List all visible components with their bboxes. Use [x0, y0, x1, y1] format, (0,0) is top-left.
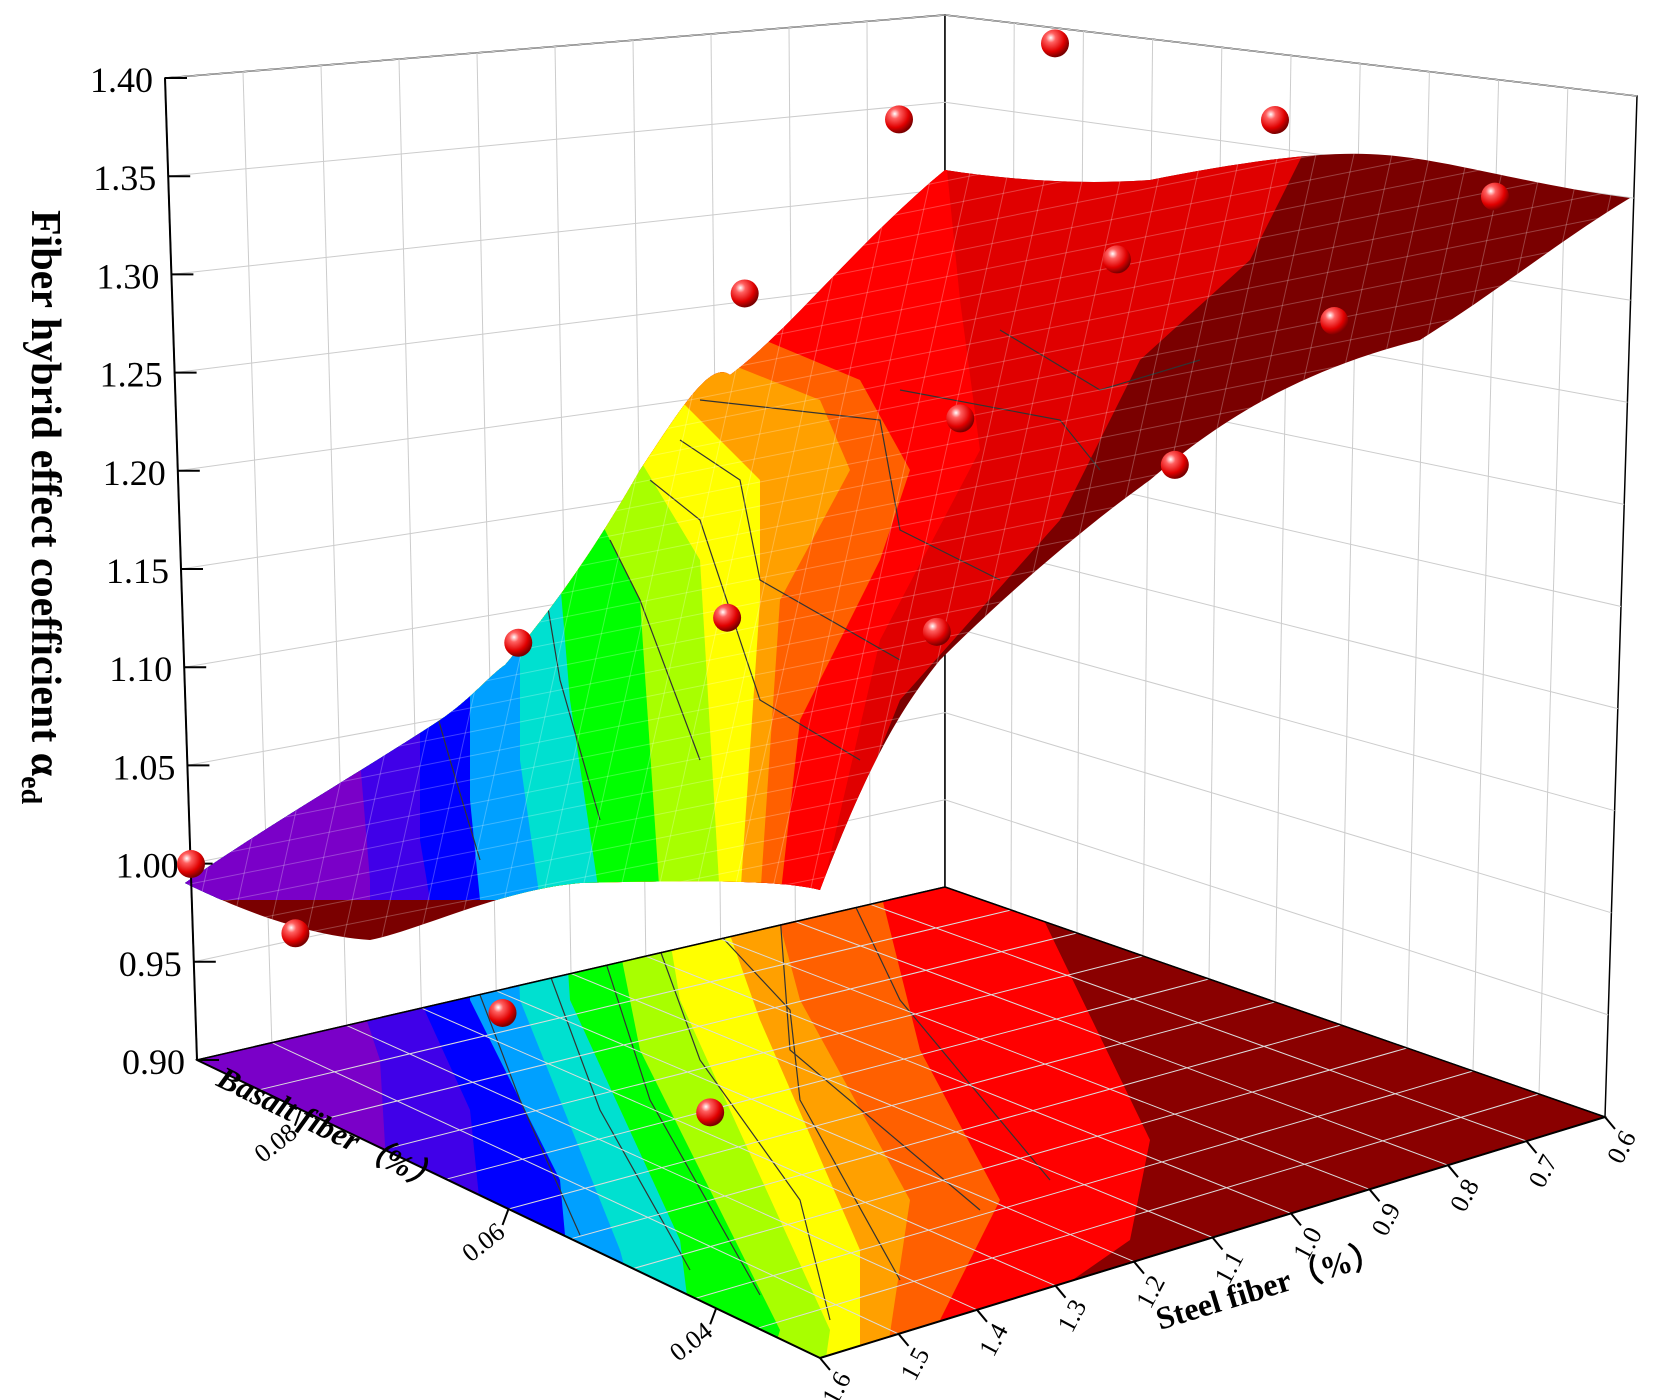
x-tick-mark [819, 1357, 831, 1371]
x-tick-label: 1.4 [973, 1319, 1014, 1361]
floor-gridlines [259, 903, 1540, 1335]
z-tick-label: 1.05 [112, 747, 175, 787]
data-points [177, 29, 1509, 1127]
data-point [1041, 29, 1069, 58]
x-axis-title: Steel fiber（%） [1152, 1233, 1388, 1336]
mesh-line [709, 153, 911, 940]
floor-gridline [870, 903, 1527, 1142]
x-tick-label: 0.7 [1523, 1150, 1564, 1192]
data-point [946, 404, 975, 433]
z-tick-label: 1.10 [109, 649, 172, 689]
mesh-line [785, 153, 987, 940]
data-point [713, 603, 742, 632]
mesh-line [747, 153, 949, 940]
x-tick-label: 0.8 [1444, 1174, 1485, 1216]
data-point [1320, 307, 1349, 335]
floor-gridline [757, 1093, 1540, 1329]
data-point [1481, 182, 1509, 211]
x-tick-label: 0.6 [1601, 1126, 1642, 1168]
data-point [177, 850, 205, 878]
x-tick-mark [1290, 1212, 1302, 1227]
floor-gridline [645, 955, 1292, 1214]
data-point [1261, 106, 1289, 134]
z-tick-label: 0.95 [119, 944, 182, 984]
wall-gridline [164, 14, 1638, 97]
x-tick-mark [1447, 1164, 1459, 1178]
x-tick-mark [1525, 1140, 1538, 1154]
data-point [696, 1098, 725, 1127]
x-tick-mark [1604, 1116, 1616, 1130]
x-tick-mark [976, 1309, 988, 1323]
z-tick-label: 0.90 [122, 1042, 185, 1082]
x-tick-mark [1368, 1188, 1381, 1202]
data-point [504, 628, 533, 657]
y-tick-mark [709, 1307, 718, 1325]
floor-gridline [508, 1001, 1276, 1210]
data-point [730, 279, 759, 308]
x-tick-mark [1054, 1285, 1067, 1299]
z-tick-label: 1.25 [100, 355, 163, 395]
floor-gridline [795, 921, 1449, 1166]
wall-gridline [1538, 87, 1569, 1095]
x-tick-mark [1211, 1236, 1224, 1251]
x-tick-label: 1.3 [1052, 1295, 1093, 1337]
z-tick-label: 1.40 [90, 60, 153, 100]
data-point [922, 617, 951, 646]
data-point [281, 919, 310, 948]
floor-gridline [570, 1024, 1342, 1240]
z-tick-labels: 0.90 0.95 1.00 1.05 1.10 1.15 1.20 1.25 1.30 1.35… [90, 60, 219, 1082]
data-point [1102, 245, 1131, 274]
x-tick-label: 1.6 [816, 1367, 857, 1400]
x-tick-label: 1.5 [895, 1343, 936, 1385]
data-point [488, 999, 517, 1027]
floor-gridline [720, 938, 1370, 1190]
data-point [1160, 450, 1189, 479]
z-tick-label: 1.15 [106, 551, 169, 591]
floor-gridline [695, 1070, 1474, 1299]
floor-gridline [632, 1047, 1408, 1270]
x-tick-mark [897, 1333, 910, 1347]
x-tick-mark [1133, 1260, 1145, 1275]
y-tick-mark [501, 1208, 510, 1226]
z-tick-label: 1.00 [116, 846, 179, 886]
data-point [885, 105, 914, 134]
z-tick-label: 1.35 [93, 158, 156, 198]
y-tick-mark [293, 1109, 302, 1127]
z-tick-label: 1.20 [103, 453, 166, 493]
z-tick-label: 1.30 [96, 256, 159, 296]
z-axis-title: Fiber hybrid effect coefficient αed [15, 210, 68, 805]
